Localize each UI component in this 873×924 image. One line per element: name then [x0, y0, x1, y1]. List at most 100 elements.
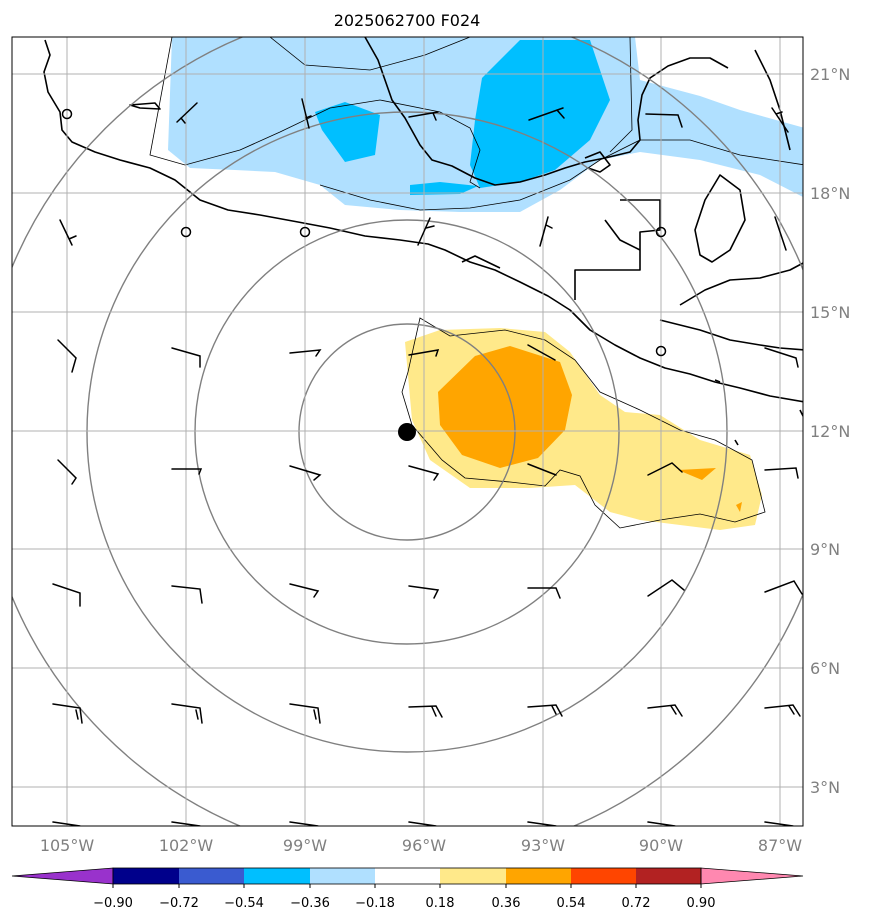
wind-barb: [764, 821, 794, 826]
wind-barb: [408, 465, 440, 481]
lon-label: 93°W: [521, 836, 565, 855]
wind-barb: [52, 703, 83, 724]
wind-barb: [527, 704, 563, 717]
calm-wind-circle: [655, 345, 667, 357]
gridlines: [12, 37, 803, 826]
lon-label: 90°W: [639, 836, 683, 855]
colorbar-extend-high: [700, 867, 804, 885]
colorbar-tick-label: −0.36: [290, 896, 330, 911]
wind-barb: [176, 102, 198, 124]
lat-label: 3°N: [810, 778, 840, 797]
colorbar-tick-label: −0.90: [93, 896, 133, 911]
wind-barb: [774, 216, 787, 251]
latitude-labels: 21°N 18°N 15°N 12°N 9°N 6°N 3°N: [810, 65, 850, 797]
lat-label: 12°N: [810, 422, 850, 441]
wind-barbs: [52, 98, 803, 826]
wind-barb: [764, 467, 799, 479]
wind-barb: [52, 583, 81, 607]
lon-label: 102°W: [159, 836, 214, 855]
map-area: [12, 37, 803, 826]
wind-barb: [289, 703, 321, 724]
wind-barb: [527, 821, 557, 826]
colorbar-segment: [113, 868, 179, 884]
lon-label: 96°W: [402, 836, 446, 855]
wind-barb: [289, 465, 322, 481]
calm-wind-circle: [180, 226, 192, 238]
wind-barb: [171, 468, 203, 475]
colorbar-tick-label: 0.36: [492, 896, 521, 911]
wind-barb: [171, 347, 201, 368]
wind-barb: [408, 111, 439, 121]
storm-center-marker: [398, 423, 416, 441]
lon-label: 87°W: [758, 836, 802, 855]
wind-barb: [301, 98, 312, 129]
figure-title: 2025062700 F024: [334, 11, 481, 30]
wind-barb: [764, 580, 803, 595]
colorbar-segment: [310, 868, 375, 884]
range-rings: [12, 37, 803, 826]
wind-barb: [645, 113, 683, 128]
negative-anomaly-medium-region: [410, 182, 478, 195]
colorbar-segment: [636, 868, 701, 884]
wind-barb: [527, 463, 557, 476]
positive-anomaly-medium-region: [736, 502, 742, 512]
map-frame: [11, 36, 804, 827]
calm-wind-circle: [61, 108, 73, 120]
wind-barb: [171, 703, 203, 724]
wind-barb: [647, 462, 683, 476]
calm-wind-circle: [655, 226, 667, 238]
range-ring: [86, 111, 728, 753]
colorbar-segment: [506, 868, 571, 884]
positive-anomaly-medium-region: [438, 346, 572, 468]
wind-barb: [647, 704, 683, 717]
lat-label: 15°N: [810, 303, 850, 322]
wind-barb: [417, 217, 435, 246]
wind-barb: [408, 821, 437, 826]
wind-barb: [408, 585, 440, 599]
colorbar-segment: [244, 868, 310, 884]
lat-label: 9°N: [810, 540, 840, 559]
colorbar-tick-label: −0.18: [355, 896, 395, 911]
colorbar-tick-label: 0.54: [557, 896, 586, 911]
wind-barb: [771, 107, 789, 133]
wind-barb: [171, 821, 201, 826]
lat-label: 21°N: [810, 65, 850, 84]
wind-barb: [408, 705, 443, 718]
wind-barb: [57, 339, 77, 373]
wind-barb: [52, 821, 81, 826]
colorbar-segment: [571, 868, 636, 884]
lon-label: 99°W: [283, 836, 327, 855]
colorbar-segment: [440, 868, 506, 884]
wind-barb: [527, 344, 556, 361]
range-ring: [194, 219, 620, 645]
wind-barb: [408, 349, 440, 357]
wind-barb: [764, 347, 799, 368]
lat-label: 18°N: [810, 184, 850, 203]
range-ring: [298, 323, 516, 541]
lon-label: 105°W: [40, 836, 95, 855]
colorbar-segment: [179, 868, 244, 884]
wind-barb: [289, 583, 320, 598]
calm-wind-circle: [299, 226, 311, 238]
wind-barb: [528, 107, 565, 121]
wind-barb: [527, 587, 561, 599]
wind-barb: [57, 459, 77, 485]
wind-barb: [647, 579, 685, 597]
colorbar-segment: [375, 868, 440, 884]
colorbar-tick-label: 0.18: [426, 896, 455, 911]
contour-lines: [149, 37, 803, 529]
wind-barb: [289, 821, 319, 826]
wind-barb: [647, 821, 676, 826]
positive-anomaly-medium-region: [678, 468, 716, 480]
wind-barb: [764, 704, 801, 717]
wind-barb: [171, 585, 203, 604]
colorbar-tick-label: −0.54: [224, 896, 264, 911]
lat-label: 6°N: [810, 659, 840, 678]
longitude-labels: 105°W 102°W 99°W 96°W 93°W 90°W 87°W: [40, 836, 802, 855]
colorbar: −0.90 −0.72 −0.54 −0.36 −0.18 0.18 0.36 …: [11, 867, 804, 911]
negative-anomaly-medium-region: [315, 102, 380, 162]
wind-barb: [59, 219, 77, 246]
colorbar-tick-label: 0.72: [622, 896, 651, 911]
colorbar-extend-low: [11, 867, 114, 885]
